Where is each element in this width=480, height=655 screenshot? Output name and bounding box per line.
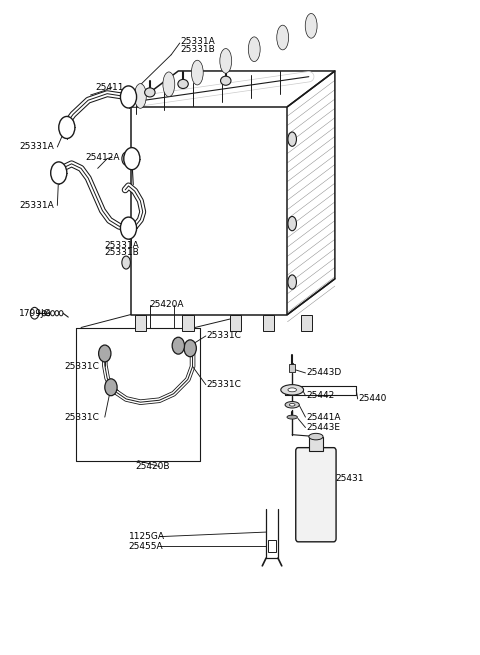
Text: 25331B: 25331B <box>105 248 140 257</box>
Ellipse shape <box>163 72 175 97</box>
Text: 25331C: 25331C <box>207 331 241 341</box>
Text: 25331C: 25331C <box>64 362 99 371</box>
Text: 25420B: 25420B <box>136 462 170 471</box>
Text: 25331B: 25331B <box>180 45 216 54</box>
Ellipse shape <box>289 403 295 406</box>
Ellipse shape <box>220 48 232 73</box>
Ellipse shape <box>277 25 288 50</box>
Text: 25331A: 25331A <box>19 142 54 151</box>
Text: 25442: 25442 <box>306 391 335 400</box>
Ellipse shape <box>288 132 297 146</box>
Circle shape <box>59 117 75 138</box>
Bar <box>135 314 146 331</box>
Ellipse shape <box>122 152 131 165</box>
Text: 25331A: 25331A <box>180 37 216 47</box>
Circle shape <box>120 217 137 239</box>
Text: 25440: 25440 <box>359 394 387 403</box>
Ellipse shape <box>287 415 298 419</box>
Ellipse shape <box>288 275 297 290</box>
Text: 1799JG: 1799JG <box>19 309 52 318</box>
Ellipse shape <box>285 402 300 408</box>
Bar <box>309 437 323 451</box>
Text: 25443E: 25443E <box>306 423 340 432</box>
Ellipse shape <box>281 384 303 395</box>
Ellipse shape <box>248 37 260 62</box>
Text: 25455A: 25455A <box>129 542 163 551</box>
Text: 25331A: 25331A <box>19 201 54 210</box>
Text: 25331A: 25331A <box>105 240 140 250</box>
Circle shape <box>184 340 196 357</box>
Circle shape <box>51 162 67 184</box>
Ellipse shape <box>309 434 323 440</box>
Circle shape <box>120 86 137 108</box>
Ellipse shape <box>178 79 188 88</box>
Text: 25331C: 25331C <box>64 413 99 422</box>
Ellipse shape <box>288 388 297 392</box>
FancyBboxPatch shape <box>296 447 336 542</box>
Ellipse shape <box>305 14 317 38</box>
Ellipse shape <box>220 76 231 85</box>
Text: 25441A: 25441A <box>306 413 341 422</box>
Text: 25420A: 25420A <box>150 300 184 309</box>
Ellipse shape <box>144 88 155 97</box>
Ellipse shape <box>134 84 146 108</box>
Text: 25443D: 25443D <box>306 369 342 377</box>
Text: 25411: 25411 <box>96 83 124 92</box>
Bar <box>267 540 276 552</box>
Bar <box>182 314 193 331</box>
Circle shape <box>105 379 117 396</box>
Bar <box>229 314 241 331</box>
Text: 25431: 25431 <box>335 474 363 483</box>
Ellipse shape <box>192 60 203 85</box>
Circle shape <box>172 337 184 354</box>
Text: 1125GA: 1125GA <box>129 532 165 541</box>
Bar <box>263 314 274 331</box>
Bar <box>301 314 312 331</box>
Ellipse shape <box>288 216 297 231</box>
Circle shape <box>98 345 111 362</box>
Text: 25331C: 25331C <box>207 380 241 389</box>
Circle shape <box>124 147 140 170</box>
Bar <box>289 364 295 371</box>
Text: 25412A: 25412A <box>86 153 120 162</box>
Ellipse shape <box>122 256 131 269</box>
